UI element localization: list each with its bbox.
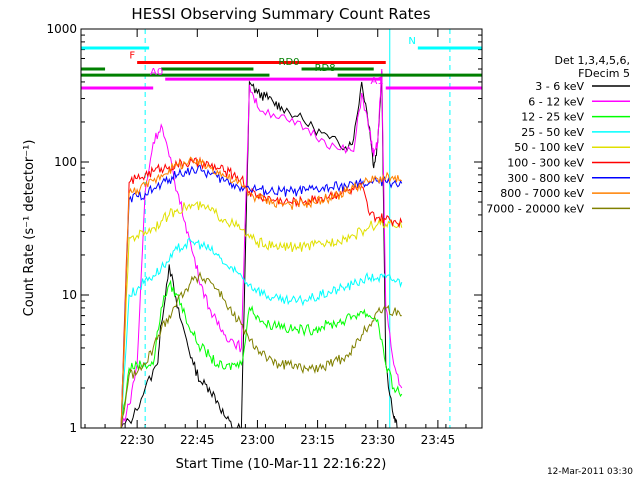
y-tick-label: 1000	[46, 22, 77, 36]
legend-entry-label: 100 - 300 keV	[507, 157, 584, 170]
series-line	[120, 201, 403, 429]
legend-header-line-1: Det 1,3,4,5,6,	[554, 54, 630, 67]
legend-entry-label: 300 - 800 keV	[507, 172, 584, 185]
x-tick-label: 23:00	[240, 433, 275, 447]
series-line	[120, 271, 402, 429]
flag-bar-label: N	[408, 36, 415, 47]
legend-entry-label: 6 - 12 keV	[528, 95, 584, 108]
legend-entry-label: 12 - 25 keV	[521, 111, 584, 124]
legend-entry-label: 7000 - 20000 keV	[486, 202, 584, 215]
x-tick-label: 22:45	[180, 433, 215, 447]
chart-title: HESSI Observing Summary Count Rates	[131, 5, 430, 23]
x-tick-label: 22:30	[120, 433, 155, 447]
legend-entry-label: 800 - 7000 keV	[500, 187, 584, 200]
series-line	[120, 68, 403, 429]
legend-entry-label: 3 - 6 keV	[535, 80, 584, 93]
flag-bar-label: F	[129, 50, 135, 61]
y-tick-label: 10	[62, 288, 77, 302]
flag-bar-label: RD0	[279, 57, 300, 68]
plot-frame	[80, 28, 483, 429]
y-tick-label: 1	[69, 421, 77, 435]
x-tick-label: 23:15	[300, 433, 335, 447]
series-line	[120, 279, 403, 429]
y-tick-label: 100	[54, 155, 77, 169]
legend-header-line-2: FDecim 5	[578, 67, 630, 80]
series-line	[120, 156, 403, 429]
flag-bar-label: A1	[371, 76, 384, 87]
footer-date: 12-Mar-2011 03:30	[547, 467, 633, 477]
flag-bar-label: A0	[150, 67, 163, 78]
x-tick-label: 23:30	[360, 433, 395, 447]
y-axis-label: Count Rate (s⁻¹ detector⁻¹)	[22, 140, 37, 317]
series-line	[120, 156, 403, 429]
series-line	[120, 237, 403, 429]
legend-entry-label: 25 - 50 keV	[521, 126, 584, 139]
series-line	[120, 164, 403, 429]
legend: Det 1,3,4,5,6, FDecim 5 3 - 6 keV 6 - 12 …	[486, 54, 630, 215]
flag-bar-label: RD8	[315, 63, 336, 74]
x-axis-label: Start Time (10-Mar-11 22:16:22)	[176, 457, 387, 472]
series-line	[120, 71, 398, 429]
legend-entry-label: 50 - 100 keV	[514, 141, 584, 154]
x-tick-label: 23:45	[421, 433, 456, 447]
